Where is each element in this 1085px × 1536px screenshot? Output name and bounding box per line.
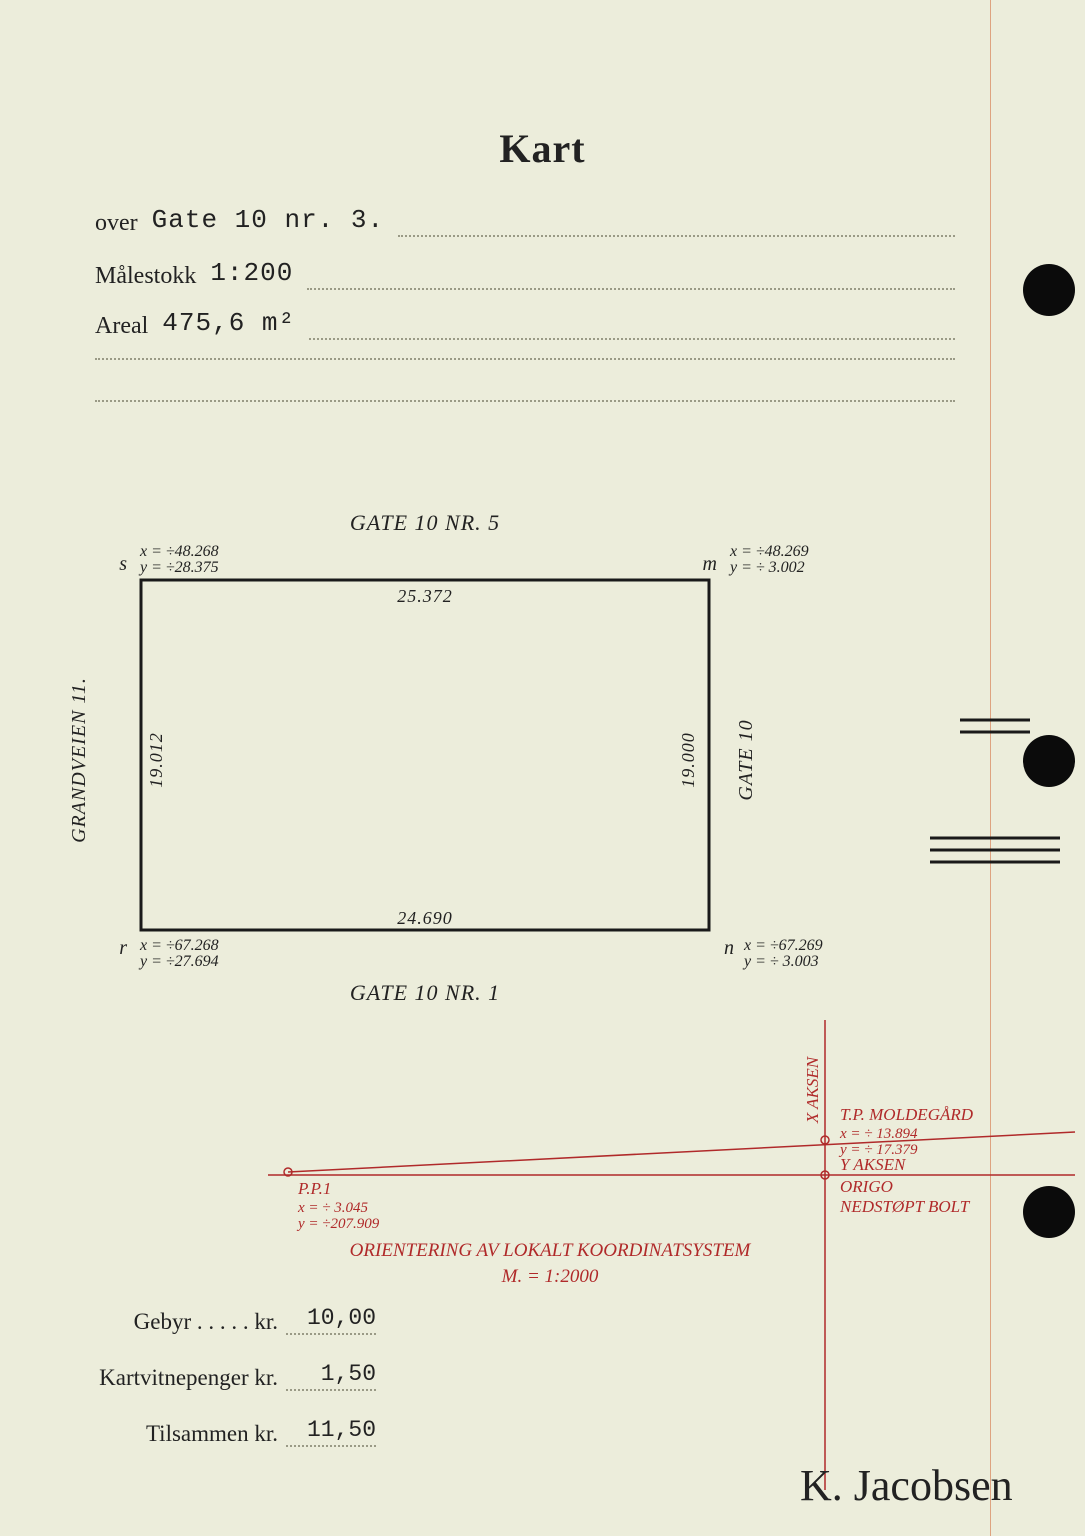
scale-marks-icon bbox=[930, 720, 1060, 862]
dim-right: 19.000 bbox=[678, 732, 698, 788]
tp-y: y = ÷ 17.379 bbox=[838, 1142, 918, 1158]
dim-left: 19.012 bbox=[146, 732, 166, 788]
corner-r-y: y = ÷27.694 bbox=[138, 953, 219, 970]
gebyr-value: 10,00 bbox=[286, 1305, 376, 1335]
origo-label: ORIGO bbox=[840, 1177, 893, 1196]
corner-n-x: x = ÷67.269 bbox=[743, 937, 823, 954]
orientation-caption: ORIENTERING AV LOKALT KOORDINATSYSTEM bbox=[350, 1240, 752, 1261]
vitne-value: 1,50 bbox=[286, 1361, 376, 1391]
page: Kart over Gate 10 nr. 3. Målestokk 1:200… bbox=[0, 0, 1085, 1536]
orientation-scale: M. = 1:2000 bbox=[501, 1266, 599, 1287]
pp1-label: P.P.1 bbox=[297, 1179, 331, 1198]
corner-s-x: x = ÷48.268 bbox=[139, 543, 219, 560]
tp-x: x = ÷ 13.894 bbox=[839, 1126, 918, 1142]
neighbor-right: GATE 10 bbox=[735, 719, 757, 800]
neighbor-left: GRANDVEIEN 11. bbox=[68, 677, 90, 843]
corner-r-x: x = ÷67.268 bbox=[139, 937, 219, 954]
gebyr-label: Gebyr . . . . . kr. bbox=[78, 1309, 278, 1335]
neighbor-top: GATE 10 NR. 5 bbox=[350, 510, 500, 535]
dim-top: 25.372 bbox=[397, 586, 453, 606]
vitne-label: Kartvitnepenger kr. bbox=[78, 1365, 278, 1391]
corner-tag-m: m bbox=[703, 553, 718, 575]
sum-value: 11,50 bbox=[286, 1417, 376, 1447]
fee-row-gebyr: Gebyr . . . . . kr. 10,00 bbox=[78, 1305, 376, 1335]
corner-n-y: y = ÷ 3.003 bbox=[742, 953, 819, 970]
fee-row-vitne: Kartvitnepenger kr. 1,50 bbox=[78, 1361, 376, 1391]
orientation-diagram: X AKSEN Y AKSEN ORIGO NEDSTØPT BOLT T.P.… bbox=[268, 1020, 1075, 1490]
signature: K. Jacobsen bbox=[800, 1460, 1013, 1511]
corner-s-y: y = ÷28.375 bbox=[138, 559, 219, 576]
corner-tag-s: s bbox=[119, 553, 128, 575]
corner-tag-n: n bbox=[724, 937, 735, 959]
sum-label: Tilsammen kr. bbox=[78, 1421, 278, 1447]
corner-m-x: x = ÷48.269 bbox=[729, 543, 809, 560]
fees: Gebyr . . . . . kr. 10,00 Kartvitnepenge… bbox=[78, 1305, 376, 1473]
bolt-label: NEDSTØPT BOLT bbox=[839, 1197, 971, 1216]
dim-bottom: 24.690 bbox=[397, 908, 453, 928]
xaxis-label: X AKSEN bbox=[803, 1055, 822, 1124]
neighbor-bottom: GATE 10 NR. 1 bbox=[350, 980, 500, 1005]
pp1-y: y = ÷207.909 bbox=[296, 1216, 380, 1232]
corner-tag-r: r bbox=[119, 937, 128, 959]
corner-m-y: y = ÷ 3.002 bbox=[728, 559, 805, 576]
parcel-outline bbox=[141, 580, 709, 930]
pp1-x: x = ÷ 3.045 bbox=[297, 1200, 369, 1216]
tp-label: T.P. MOLDEGÅRD bbox=[840, 1105, 974, 1124]
fee-row-sum: Tilsammen kr. 11,50 bbox=[78, 1417, 376, 1447]
